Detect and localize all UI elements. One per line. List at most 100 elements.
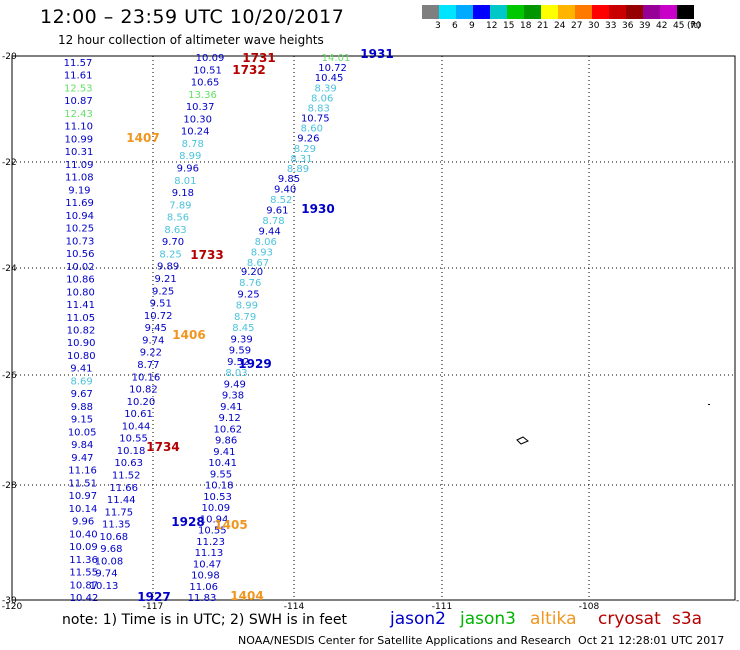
wave-height-value: 11.57 xyxy=(64,58,93,69)
wave-height-value: 8.06 xyxy=(255,237,277,248)
wave-height-value: 10.72 xyxy=(318,63,347,74)
colorbar-label: 30 xyxy=(588,21,600,31)
wave-height-value: 10.99 xyxy=(65,134,94,145)
footnote: note: 1) Time is in UTC; 2) SWH is in fe… xyxy=(62,612,348,628)
wave-height-value: 9.51 xyxy=(150,299,172,310)
colorbar-swatch xyxy=(439,5,456,19)
wave-height-value: 10.87 xyxy=(64,96,93,107)
credit-line: NOAA/NESDIS Center for Satellite Applica… xyxy=(238,634,572,647)
wave-height-value: 9.74 xyxy=(95,569,117,580)
colorbar-label: 15 xyxy=(503,21,515,31)
wave-height-value: 8.29 xyxy=(294,144,316,155)
wave-height-value: 9.61 xyxy=(266,206,288,217)
colorbar-swatch xyxy=(592,5,609,19)
wave-height-value: 8.67 xyxy=(247,258,269,269)
colorbar-swatch xyxy=(558,5,575,19)
longitude-label: -111 xyxy=(432,602,452,612)
colorbar-swatch xyxy=(473,5,490,19)
wave-height-value: 10.18 xyxy=(205,481,234,492)
wave-height-value: 9.25 xyxy=(237,289,259,300)
wave-height-value: 11.61 xyxy=(64,71,93,82)
wave-height-value: 11.06 xyxy=(189,582,218,593)
wave-height-value: 10.37 xyxy=(186,102,215,113)
island-dot xyxy=(708,404,710,405)
wave-height-value: 8.60 xyxy=(301,124,323,135)
map-subtitle: 12 hour collection of altimeter wave hei… xyxy=(58,33,324,47)
wave-height-value: 11.44 xyxy=(107,495,136,506)
wave-height-value: 10.24 xyxy=(181,127,210,138)
colorbar-swatch xyxy=(609,5,626,19)
wave-height-value: 10.97 xyxy=(69,491,98,502)
wave-height-value: 10.80 xyxy=(67,351,96,362)
wave-height-value: 10.90 xyxy=(67,338,96,349)
wave-height-value: 8.89 xyxy=(287,164,309,175)
colorbar-swatch xyxy=(507,5,524,19)
wave-height-value: 9.15 xyxy=(71,415,93,426)
wave-height-value: 11.75 xyxy=(104,507,133,518)
map-title: 12:00 – 23:59 UTC 10/20/2017 xyxy=(40,6,345,28)
colorbar-label: 27 xyxy=(571,21,583,31)
pass-number-label: 1404 xyxy=(230,589,263,603)
pass-number-label: 1928 xyxy=(171,515,204,529)
latitude-label: -30 xyxy=(2,596,17,606)
wave-height-value: 8.78 xyxy=(262,216,284,227)
pass-number-label: 1929 xyxy=(238,357,271,371)
colorbar-swatch xyxy=(643,5,660,19)
pass-number-label: 1734 xyxy=(146,440,179,454)
wave-height-value: 10.65 xyxy=(191,78,220,89)
colorbar-swatch xyxy=(660,5,677,19)
pass-number-label: 1406 xyxy=(172,328,205,342)
wave-height-value: 12.53 xyxy=(64,83,93,94)
wave-height-value: 10.47 xyxy=(193,559,222,570)
wave-height-value: 9.89 xyxy=(157,262,179,273)
colorbar-swatch xyxy=(626,5,643,19)
latitude-label: -26 xyxy=(2,371,17,381)
wave-height-value: 10.94 xyxy=(200,514,229,525)
colorbar-label: 3 xyxy=(435,21,441,31)
wave-height-value: 9.59 xyxy=(229,346,251,357)
wave-height-value: 10.72 xyxy=(144,311,173,322)
latitude-label: -28 xyxy=(2,481,17,491)
wave-height-value: 10.02 xyxy=(66,262,95,273)
colorbar-swatch xyxy=(456,5,473,19)
wave-height-value: 10.25 xyxy=(66,224,95,235)
wave-height-value: 8.78 xyxy=(182,139,204,150)
wave-height-value: 12.43 xyxy=(64,109,93,120)
wave-height-value: 10.18 xyxy=(117,446,146,457)
wave-height-value: 10.45 xyxy=(315,73,344,84)
wave-height-value: 11.83 xyxy=(188,593,217,604)
wave-height-value: 11.23 xyxy=(196,537,225,548)
wave-height-value: 11.13 xyxy=(195,548,224,559)
wave-height-value: 9.38 xyxy=(222,391,244,402)
wave-height-value: 11.41 xyxy=(66,300,95,311)
wave-height-value: 9.96 xyxy=(72,517,94,528)
wave-height-value: 9.68 xyxy=(100,544,122,555)
wave-height-value: 10.55 xyxy=(119,434,148,445)
wave-height-value: 10.68 xyxy=(100,532,129,543)
wave-height-value: 10.62 xyxy=(214,424,243,435)
wave-height-value: 10.40 xyxy=(69,529,98,540)
wave-height-value: 10.30 xyxy=(183,114,212,125)
wave-height-value: 11.16 xyxy=(68,466,97,477)
wave-height-value: 10.63 xyxy=(114,458,143,469)
longitude-label: -114 xyxy=(284,602,305,612)
wave-height-value: 9.84 xyxy=(71,440,93,451)
legend-jason3: jason3 xyxy=(460,609,516,629)
wave-height-value: 11.36 xyxy=(69,555,98,566)
colorbar-label: 9 xyxy=(469,21,475,31)
wave-height-value: 8.76 xyxy=(239,278,261,289)
wave-height-value: 10.73 xyxy=(66,236,95,247)
wave-height-value: 10.14 xyxy=(69,504,98,515)
wave-height-value: 8.69 xyxy=(70,376,92,387)
colorbar-swatch xyxy=(575,5,592,19)
colorbar-swatch xyxy=(422,5,439,19)
wave-height-value: 10.05 xyxy=(68,427,97,438)
wave-height-value: 9.70 xyxy=(162,237,184,248)
longitude-label: -120 xyxy=(2,602,23,612)
pass-number-label: 1931 xyxy=(360,47,393,61)
wave-height-value: 10.42 xyxy=(70,593,99,604)
wave-height-value: 11.05 xyxy=(67,313,96,324)
colorbar-label: 70 xyxy=(690,21,702,31)
wave-height-value: 11.52 xyxy=(112,470,141,481)
